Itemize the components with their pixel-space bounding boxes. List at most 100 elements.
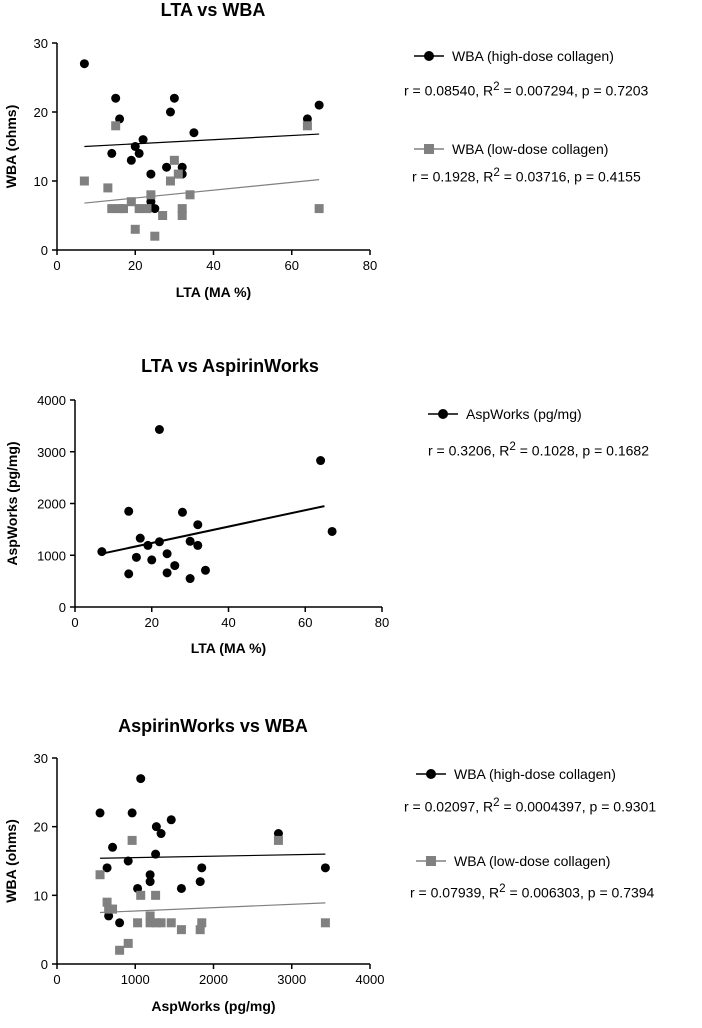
- data-point-square: [176, 925, 186, 935]
- legend-item-high-dose: WBA (high-dose collagen): [414, 48, 614, 64]
- legend-item-high-dose: WBA (high-dose collagen): [416, 766, 616, 782]
- chart-title: AspirinWorks vs WBA: [118, 716, 308, 736]
- x-axis-label: AspWorks (pg/mg): [151, 998, 275, 1014]
- data-point-square: [151, 890, 161, 900]
- data-point-square: [79, 176, 89, 186]
- x-tick-label: 60: [285, 258, 299, 273]
- data-point-square: [150, 231, 160, 241]
- data-point-circle: [169, 93, 179, 103]
- data-point-circle: [134, 148, 144, 158]
- data-point-circle: [145, 877, 155, 887]
- chart-lta-vs-aspirinworks: LTA vs AspirinWorks 0 20 40 60 80 0 1000 2000 300…: [4, 356, 389, 656]
- data-point-circle: [107, 148, 117, 158]
- data-point-square: [185, 190, 195, 200]
- legend-label: WBA (low-dose collagen): [454, 853, 611, 869]
- y-tick-label: 2000: [37, 497, 66, 512]
- data-point-square: [127, 835, 137, 845]
- stats-high-dose: r = 0.08540, R2 = 0.007294, p = 0.7203: [404, 80, 649, 99]
- data-point-circle: [126, 155, 136, 165]
- data-point-square: [134, 204, 144, 214]
- data-point-circle: [97, 547, 107, 557]
- x-tick-label: 20: [145, 615, 159, 630]
- legend-item-aspworks: AspWorks (pg/mg): [428, 406, 582, 422]
- chart-panel-aspirinworks-vs-wba: AspirinWorks vs WBA 0 1000 2000 3000 4000 0 10 2…: [0, 710, 702, 1023]
- y-tick-label: 20: [34, 820, 48, 835]
- data-point-circle: [138, 135, 148, 145]
- x-tick-label: 20: [128, 258, 142, 273]
- data-point-circle: [273, 829, 283, 839]
- regression-line: [101, 505, 325, 555]
- data-point-square: [273, 835, 283, 845]
- stats-low-dose: r = 0.07939, R2 = 0.006303, p = 0.7394: [410, 882, 655, 901]
- data-point-square: [126, 197, 136, 207]
- legend-circle-marker-icon: [428, 409, 458, 419]
- data-point-square: [314, 204, 324, 214]
- data-point-circle: [127, 808, 137, 818]
- x-tick-label: 0: [53, 972, 60, 987]
- chart-title: LTA vs AspirinWorks: [141, 356, 319, 376]
- data-point-circle: [124, 569, 134, 579]
- data-point-square: [136, 890, 146, 900]
- y-tick-label: 20: [34, 105, 48, 120]
- data-point-square: [156, 918, 166, 928]
- data-point-square: [145, 911, 155, 921]
- y-tick-label: 0: [41, 957, 48, 972]
- data-point-circle: [124, 506, 134, 516]
- x-tick-label: 0: [53, 258, 60, 273]
- data-point-circle: [111, 93, 121, 103]
- data-point-square: [195, 925, 205, 935]
- x-tick-label: 40: [206, 258, 220, 273]
- y-tick-label: 30: [34, 36, 48, 51]
- y-axis-label: AspWorks (pg/mg): [4, 441, 20, 565]
- y-tick-label: 30: [34, 751, 48, 766]
- data-point-circle: [193, 540, 203, 550]
- data-point-square: [103, 183, 113, 193]
- data-point-circle: [166, 815, 176, 825]
- data-point-square: [145, 918, 155, 928]
- data-point-circle: [154, 424, 164, 434]
- data-point-square: [177, 211, 187, 220]
- data-point-circle: [314, 100, 324, 110]
- data-point-circle: [170, 561, 180, 571]
- data-point-square: [177, 204, 187, 214]
- data-point-circle: [135, 533, 145, 543]
- regression-line: [100, 853, 326, 859]
- data-point-square: [166, 918, 176, 928]
- data-point-circle: [200, 565, 210, 575]
- y-tick-label: 1000: [37, 548, 66, 563]
- data-point-circle: [145, 870, 155, 880]
- data-point-square: [95, 870, 105, 880]
- legend-item-low-dose: WBA (low-dose collagen): [416, 853, 610, 869]
- data-point-circle: [147, 555, 157, 565]
- x-tick-label: 0: [71, 615, 78, 630]
- data-point-square: [302, 121, 312, 131]
- data-point-square: [158, 211, 168, 220]
- data-point-square: [173, 169, 183, 179]
- data-point-square: [130, 224, 140, 234]
- legend-label: AspWorks (pg/mg): [466, 406, 582, 422]
- data-point-circle: [156, 829, 166, 839]
- chart-panel-lta-vs-aspirinworks: LTA vs AspirinWorks 0 20 40 60 80 0 1000 2000 300…: [0, 350, 702, 670]
- data-point-circle: [115, 114, 125, 124]
- y-tick-label: 10: [34, 888, 48, 903]
- x-tick-label: 40: [221, 615, 235, 630]
- data-point-square: [151, 918, 161, 928]
- data-point-circle: [185, 574, 195, 584]
- data-point-square: [142, 204, 152, 214]
- data-point-square: [133, 918, 143, 928]
- data-point-circle: [136, 774, 146, 784]
- data-point-circle: [185, 536, 195, 546]
- legend-label: WBA (high-dose collagen): [454, 766, 616, 782]
- data-point-square: [119, 204, 129, 214]
- data-point-circle: [327, 526, 337, 536]
- data-point-circle: [146, 197, 156, 207]
- data-point-circle: [177, 162, 187, 172]
- y-axis-label: WBA (ohms): [3, 819, 19, 902]
- data-point-circle: [320, 863, 330, 873]
- y-axis-label: WBA (ohms): [3, 105, 19, 188]
- data-point-circle: [115, 918, 125, 928]
- data-point-circle: [79, 59, 89, 69]
- legend-circle-marker-icon: [414, 51, 444, 61]
- data-point-square: [111, 121, 121, 131]
- data-point-circle: [162, 549, 172, 559]
